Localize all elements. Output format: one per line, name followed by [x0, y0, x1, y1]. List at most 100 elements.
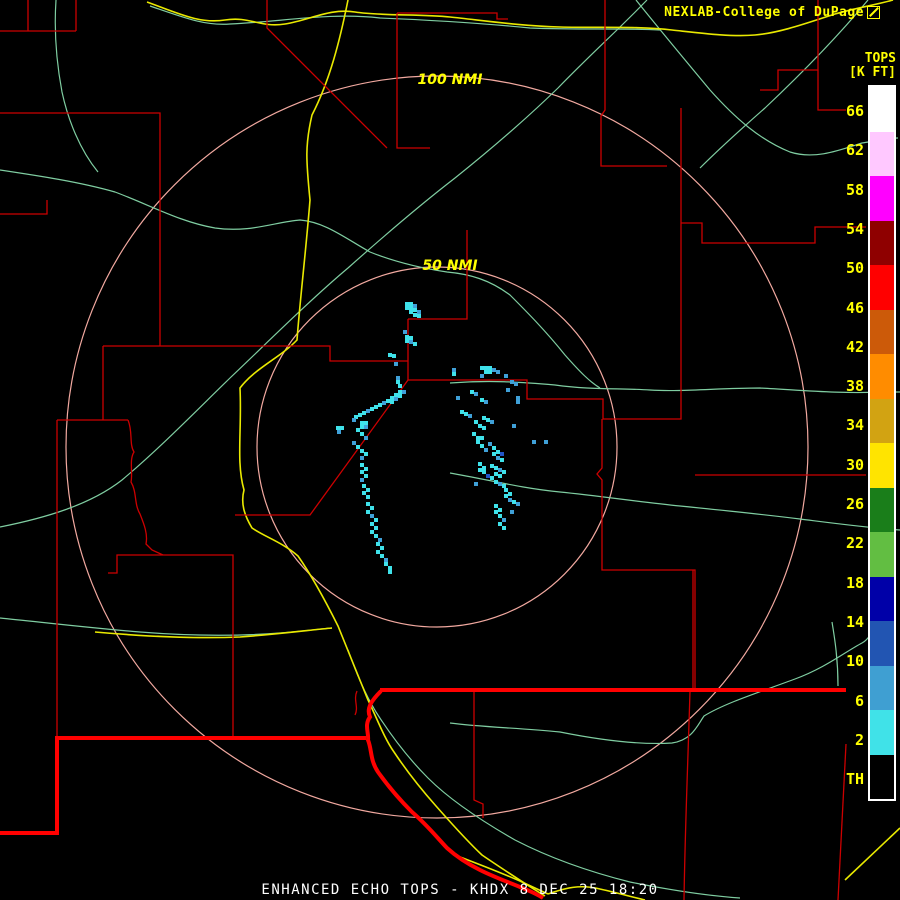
- scale-block: [870, 443, 894, 488]
- echo-cell: [362, 411, 366, 415]
- county-boundary: [108, 554, 234, 738]
- echo-cell: [490, 476, 494, 480]
- echo-cell: [364, 474, 368, 478]
- echo-cell: [398, 384, 402, 388]
- range-label-100nmi: 100 NMI: [418, 72, 483, 88]
- echo-cell: [366, 502, 370, 506]
- echo-cell: [394, 397, 398, 401]
- popout-link-icon[interactable]: [867, 6, 880, 19]
- echo-cell: [502, 484, 506, 488]
- echo-cell: [396, 376, 400, 380]
- echo-cell: [470, 390, 474, 394]
- echo-cell: [413, 304, 417, 308]
- echo-cell: [380, 554, 384, 558]
- echo-cell: [498, 514, 502, 518]
- echo-cell: [364, 425, 368, 429]
- echo-cell: [366, 488, 370, 492]
- echo-cell: [476, 440, 480, 444]
- scale-block: [870, 754, 894, 799]
- road-minor: [0, 0, 648, 528]
- echo-cell: [478, 424, 482, 428]
- echo-cell: [417, 314, 421, 318]
- echo-cell: [388, 570, 392, 574]
- echo-cell: [498, 508, 502, 512]
- scale-block: [870, 665, 894, 710]
- state-border: [0, 736, 366, 835]
- title-text: NEXLAB-College of DuPage: [664, 5, 864, 20]
- echo-cell: [510, 380, 514, 384]
- echo-cell: [376, 542, 380, 546]
- echo-cell: [337, 430, 341, 434]
- echo-cell: [486, 418, 490, 422]
- road-major: [547, 886, 646, 900]
- road-minor: [831, 621, 839, 687]
- scale-label: 62: [845, 141, 864, 160]
- echo-cell: [500, 458, 504, 462]
- echo-cell: [354, 415, 358, 419]
- echo-cell: [362, 491, 366, 495]
- echo-cell: [384, 562, 388, 566]
- echo-cell: [544, 440, 548, 444]
- scale-block: [870, 309, 894, 354]
- echo-cell: [484, 400, 488, 404]
- echo-cell: [482, 416, 486, 420]
- echo-cell: [502, 526, 506, 530]
- road-major: [94, 627, 333, 639]
- county-boundary: [407, 108, 682, 420]
- echo-cell: [402, 390, 406, 394]
- scale-label: 66: [845, 102, 864, 120]
- echo-cell: [374, 534, 378, 538]
- echo-cell: [384, 558, 388, 562]
- echo-cell: [482, 470, 486, 474]
- echo-cell: [366, 495, 370, 499]
- scale-block: [870, 532, 894, 577]
- echo-cell: [376, 550, 380, 554]
- echo-cell: [352, 441, 356, 445]
- echo-cell: [390, 396, 394, 400]
- echo-cell: [352, 418, 356, 422]
- scale-label: 10: [845, 652, 864, 671]
- echo-cell: [494, 510, 498, 514]
- echo-cell: [474, 420, 478, 424]
- scale-label: 18: [845, 573, 864, 592]
- range-ring-100nmi: [65, 75, 809, 819]
- scale-label: 22: [845, 534, 864, 553]
- echo-cell: [456, 396, 460, 400]
- echo-cell: [484, 448, 488, 452]
- echo-cell: [504, 494, 508, 498]
- scale-block: [870, 621, 894, 666]
- echo-cell: [364, 421, 368, 425]
- echo-cell: [498, 468, 502, 472]
- scale-label: 2: [854, 730, 864, 749]
- echo-cell: [364, 436, 368, 440]
- echo-cell: [502, 518, 506, 522]
- road-minor: [449, 380, 900, 394]
- echo-cell: [514, 382, 518, 386]
- echo-cell: [508, 498, 512, 502]
- echo-cell: [417, 310, 421, 314]
- echo-cell: [392, 354, 396, 358]
- echo-cell: [492, 452, 496, 456]
- echo-cell: [496, 456, 500, 460]
- echo-cell: [374, 526, 378, 530]
- scale-block: [870, 710, 894, 755]
- echo-cell: [488, 366, 492, 370]
- county-boundary: [0, 112, 408, 362]
- echo-cell: [386, 399, 390, 403]
- echo-cell: [398, 390, 402, 394]
- road-minor: [0, 169, 601, 389]
- echo-cell: [480, 366, 484, 370]
- road-major: [844, 827, 900, 881]
- echo-cell: [360, 449, 364, 453]
- echo-cell: [378, 403, 382, 407]
- echo-cell: [403, 330, 407, 334]
- echo-cell: [360, 432, 364, 436]
- echo-cell: [394, 393, 398, 397]
- road-minor: [347, 649, 741, 899]
- echo-cell: [474, 482, 478, 486]
- echo-cell: [478, 468, 482, 472]
- echo-cell: [360, 421, 364, 425]
- scale-block: [870, 487, 894, 532]
- echo-cell: [388, 566, 392, 570]
